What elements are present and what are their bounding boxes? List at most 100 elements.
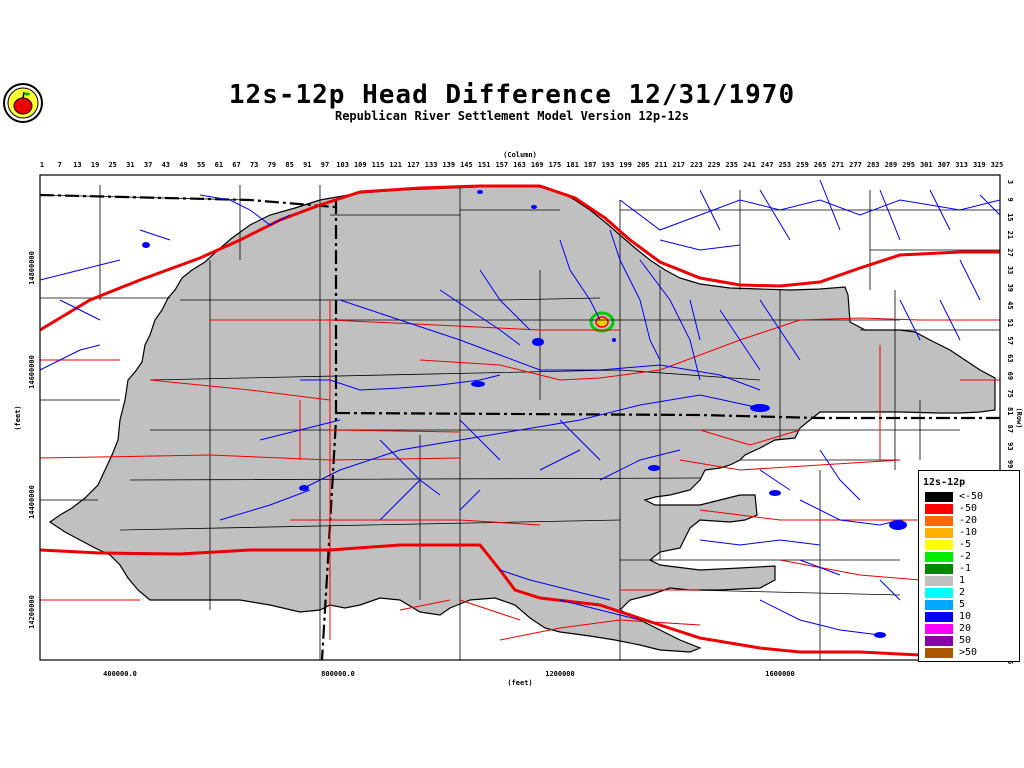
row-tick-label: 21: [1006, 231, 1014, 239]
column-tick-label: 313: [955, 161, 968, 169]
rivers: [39, 179, 1001, 636]
column-tick-label: 247: [761, 161, 774, 169]
legend-label: -10: [959, 527, 978, 538]
map-subtitle: Republican River Settlement Model Versio…: [334, 109, 689, 123]
legend-label: -2: [959, 551, 972, 562]
column-tick-label: 175: [549, 161, 562, 169]
legend-swatch: [925, 576, 953, 586]
x-tick-label: 1200000: [545, 670, 575, 678]
legend-label: 50: [959, 635, 972, 646]
column-tick-label: 49: [179, 161, 187, 169]
row-tick-label: 27: [1006, 248, 1014, 256]
legend-swatch: [925, 528, 953, 538]
legend-entry: -20: [925, 515, 1015, 526]
legend-entry: -2: [925, 551, 1015, 562]
column-tick-label: 151: [478, 161, 491, 169]
row-tick-label: 3: [1006, 180, 1014, 184]
column-tick-label: 283: [867, 161, 880, 169]
legend-label: 2: [959, 587, 966, 598]
y-tick-label: 14600000: [28, 355, 36, 389]
legend-swatch: [925, 552, 953, 562]
state-lines: [39, 193, 1000, 661]
column-tick-label: 271: [831, 161, 844, 169]
reservoirs: [142, 190, 907, 638]
y-tick-labels: 14800000 14600000 14400000 14200000: [28, 251, 36, 629]
column-tick-label: 133: [425, 161, 438, 169]
column-tick-label: 277: [849, 161, 862, 169]
legend-label: -20: [959, 515, 978, 526]
column-tick-label: 235: [725, 161, 738, 169]
legend-entry: >50: [925, 647, 1015, 658]
row-tick-label: 15: [1006, 213, 1014, 221]
legend-entry: 1: [925, 575, 1015, 586]
y-tick-label: 14200000: [28, 595, 36, 629]
legend-entry: -1: [925, 563, 1015, 574]
column-tick-label: 217: [672, 161, 685, 169]
column-tick-label: 169: [531, 161, 544, 169]
legend-swatch: [925, 636, 953, 646]
column-tick-label: 127: [407, 161, 420, 169]
column-tick-label: 37: [144, 161, 152, 169]
column-tick-label: 193: [602, 161, 615, 169]
legend-entry: 5: [925, 599, 1015, 610]
legend-entry: 2: [925, 587, 1015, 598]
column-tick-label: 67: [232, 161, 240, 169]
column-tick-label: 157: [495, 161, 508, 169]
legend-swatch: [925, 504, 953, 514]
column-tick-label: 121: [389, 161, 402, 169]
legend-entry: -50: [925, 503, 1015, 514]
legend-label: -50: [959, 503, 978, 514]
column-tick-label: 31: [126, 161, 134, 169]
map-title: 12s-12p Head Difference 12/31/1970: [228, 80, 796, 110]
row-tick-label: 69: [1006, 372, 1014, 380]
legend-label: 5: [959, 599, 966, 610]
left-feet-label: (feet): [14, 405, 22, 430]
legend-label: -5: [959, 539, 972, 550]
column-tick-label: 91: [303, 161, 311, 169]
row-tick-label: 33: [1006, 266, 1014, 274]
legend-swatch: [925, 516, 953, 526]
row-tick-label: 99: [1006, 460, 1014, 468]
column-tick-label: 265: [814, 161, 827, 169]
column-tick-label: 103: [336, 161, 349, 169]
column-tick-label: 301: [920, 161, 933, 169]
y-tick-label: 14800000: [28, 251, 36, 285]
column-tick-label: 163: [513, 161, 526, 169]
legend-swatch: [925, 564, 953, 574]
column-tick-label: 181: [566, 161, 579, 169]
column-tick-label: 13: [73, 161, 81, 169]
row-tick-label: 57: [1006, 336, 1014, 344]
legend-entry: 50: [925, 635, 1015, 646]
plot-frame: [39, 174, 1001, 661]
column-tick-label: 205: [637, 161, 650, 169]
row-tick-label: 51: [1006, 319, 1014, 327]
legend-swatch: [925, 624, 953, 634]
legend-swatch: [925, 612, 953, 622]
legend-swatch: [925, 492, 953, 502]
column-tick-labels: 1 7 13 19 25 31 37 43 49 55 61 67 73 79 85 91 97 103 109 11…: [40, 161, 1003, 169]
column-tick-label: 73: [250, 161, 258, 169]
row-tick-label: 75: [1006, 389, 1014, 397]
row-tick-label: 63: [1006, 354, 1014, 362]
column-tick-label: 187: [584, 161, 597, 169]
column-tick-label: 85: [285, 161, 293, 169]
legend-swatch: [925, 648, 953, 658]
row-tick-label: 9: [1006, 197, 1014, 201]
column-tick-label: 325: [991, 161, 1004, 169]
column-tick-label: 253: [778, 161, 791, 169]
column-tick-label: 307: [938, 161, 951, 169]
column-tick-label: 25: [108, 161, 116, 169]
legend-entry: <-50: [925, 491, 1015, 502]
column-tick-label: 259: [796, 161, 809, 169]
column-tick-label: 199: [619, 161, 632, 169]
column-tick-label: 295: [902, 161, 915, 169]
column-tick-label: 241: [743, 161, 756, 169]
column-tick-label: 97: [321, 161, 329, 169]
column-axis-label: (Column): [503, 151, 537, 159]
legend-title: 12s-12p: [923, 477, 966, 488]
column-tick-label: 43: [162, 161, 170, 169]
column-tick-label: 19: [91, 161, 99, 169]
column-tick-label: 1: [40, 161, 44, 169]
column-tick-label: 139: [442, 161, 455, 169]
